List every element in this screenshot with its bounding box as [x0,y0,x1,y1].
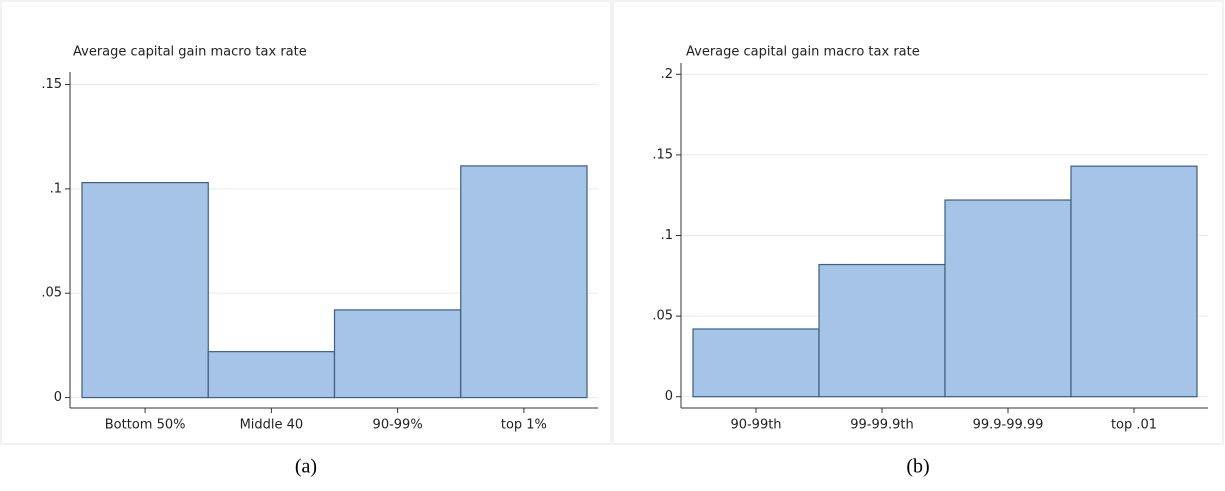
bar [1070,165,1198,398]
caption: (a) [295,456,317,478]
bar [81,182,209,399]
y-tick-label: .1 [661,228,673,243]
x-tick-label: top .01 [1111,418,1157,433]
bar [207,351,336,399]
y-tick-label: .1 [50,181,62,196]
panel-frame [0,0,612,445]
bar [460,165,588,399]
y-tick-label: .15 [652,147,673,162]
panel-frame [612,0,1224,445]
caption: (b) [906,456,929,478]
bar [818,263,946,398]
chart-title: Average capital gain macro tax rate [73,45,307,60]
chart-title: Average capital gain macro tax rate [686,45,920,60]
y-tick-label: .05 [41,286,62,301]
y-tick-label: .2 [661,67,673,82]
x-tick-label: 99.9-99.99 [973,418,1044,433]
y-tick-label: .15 [41,77,62,92]
bar [692,328,820,398]
bar [944,199,1072,398]
x-tick-label: 90-99th [730,418,781,433]
x-tick-label: Middle 40 [240,418,304,433]
y-tick-label: 0 [665,389,673,404]
x-tick-label: top 1% [501,418,547,433]
x-tick-label: 90-99% [373,418,423,433]
bar [333,309,462,399]
y-tick-label: 0 [54,390,62,405]
x-tick-label: 99-99.9th [850,418,914,433]
x-tick-label: Bottom 50% [105,418,186,433]
y-tick-label: .05 [652,309,673,324]
